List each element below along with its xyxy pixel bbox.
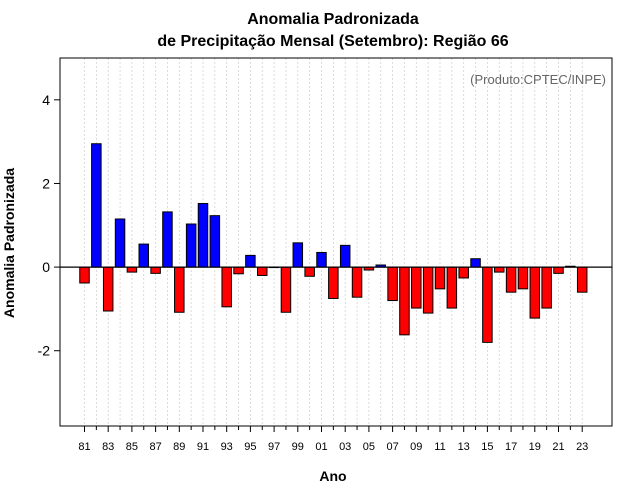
bar-1986 <box>138 243 149 268</box>
x-tick-label: 97 <box>268 441 280 453</box>
y-tick-label: 0 <box>42 259 50 275</box>
bar-1988 <box>162 211 173 268</box>
bar-2023 <box>576 266 588 293</box>
y-axis-title: Anomalia Padronizada <box>1 168 17 318</box>
x-tick-label: 01 <box>315 441 327 453</box>
bar-2015 <box>482 266 493 343</box>
bars <box>79 143 588 343</box>
x-tick-label: 89 <box>173 441 185 453</box>
x-tick-label: 85 <box>126 441 138 453</box>
chart-title-line-1: Anomalia Padronizada <box>247 11 419 28</box>
x-tick-label: 07 <box>386 441 398 453</box>
x-tick-label: 87 <box>149 441 161 453</box>
x-tick-label: 83 <box>102 441 114 453</box>
bar-1998 <box>280 266 292 313</box>
x-tick-label: 93 <box>221 441 233 453</box>
bar-1982 <box>91 143 102 268</box>
x-tick-label: 05 <box>363 441 375 453</box>
bar-2021 <box>553 266 564 274</box>
bar-1995 <box>245 254 256 268</box>
plot-frame <box>59 57 613 427</box>
x-tick-label: 19 <box>529 441 541 453</box>
x-tick-label: 23 <box>576 441 588 453</box>
bar-2003 <box>339 244 351 268</box>
x-tick-label: 99 <box>292 441 304 453</box>
x-tick-label: 91 <box>197 441 209 453</box>
bar-2019 <box>529 266 541 319</box>
bar-2020 <box>541 266 552 309</box>
x-tick-label: 11 <box>434 441 445 453</box>
bar-2010 <box>422 266 434 314</box>
bar-1981 <box>79 266 90 284</box>
bar-2017 <box>505 266 517 293</box>
bar-2001 <box>316 251 327 268</box>
bar-1989 <box>174 266 185 313</box>
bar-1987 <box>150 266 161 274</box>
x-tick-label: 81 <box>78 441 90 453</box>
bar-2009 <box>411 266 422 309</box>
bar-2004 <box>351 266 363 298</box>
bar-1994 <box>233 266 244 275</box>
x-tick-label: 09 <box>410 441 422 453</box>
y-tick-label: -2 <box>38 343 51 359</box>
bar-2013 <box>458 266 469 279</box>
bar-1996 <box>257 266 268 276</box>
bar-1984 <box>114 218 126 268</box>
grid-lines <box>84 58 583 426</box>
x-tick-label: 17 <box>505 441 517 453</box>
bar-2008 <box>399 266 410 336</box>
bar-1999 <box>292 242 304 268</box>
bar-1990 <box>185 223 197 268</box>
y-tick-label: 4 <box>42 92 50 108</box>
x-axis-title: Ano <box>319 468 346 484</box>
x-tick-label: 21 <box>552 441 564 453</box>
bar-2011 <box>434 266 446 290</box>
y-tick-label: 2 <box>42 175 50 191</box>
x-tick-label: 95 <box>244 441 256 453</box>
bar-2007 <box>387 266 398 302</box>
bar-2000 <box>304 266 315 277</box>
bar-1992 <box>209 215 221 268</box>
x-tick-label: 03 <box>339 441 351 453</box>
bar-2014 <box>470 258 481 268</box>
bar-2018 <box>517 266 529 290</box>
bar-2002 <box>328 266 339 299</box>
chart-title-line-2: de Precipitação Mensal (Setembro): Regiã… <box>157 33 508 50</box>
bar-1983 <box>102 266 114 312</box>
bar-1985 <box>126 266 138 273</box>
bar-1991 <box>197 203 209 268</box>
axes: -2 0 2 4 81 83 85 87 89 91 93 95 97 99 01 03 05 07 09 11 13 1… <box>38 57 613 453</box>
bar-2016 <box>494 266 505 273</box>
x-tick-label: 15 <box>481 441 493 453</box>
x-tick-label: 13 <box>458 441 470 453</box>
bar-1993 <box>221 266 232 308</box>
product-annotation: (Produto:CPTEC/INPE) <box>470 72 606 87</box>
bar-2012 <box>446 266 458 309</box>
